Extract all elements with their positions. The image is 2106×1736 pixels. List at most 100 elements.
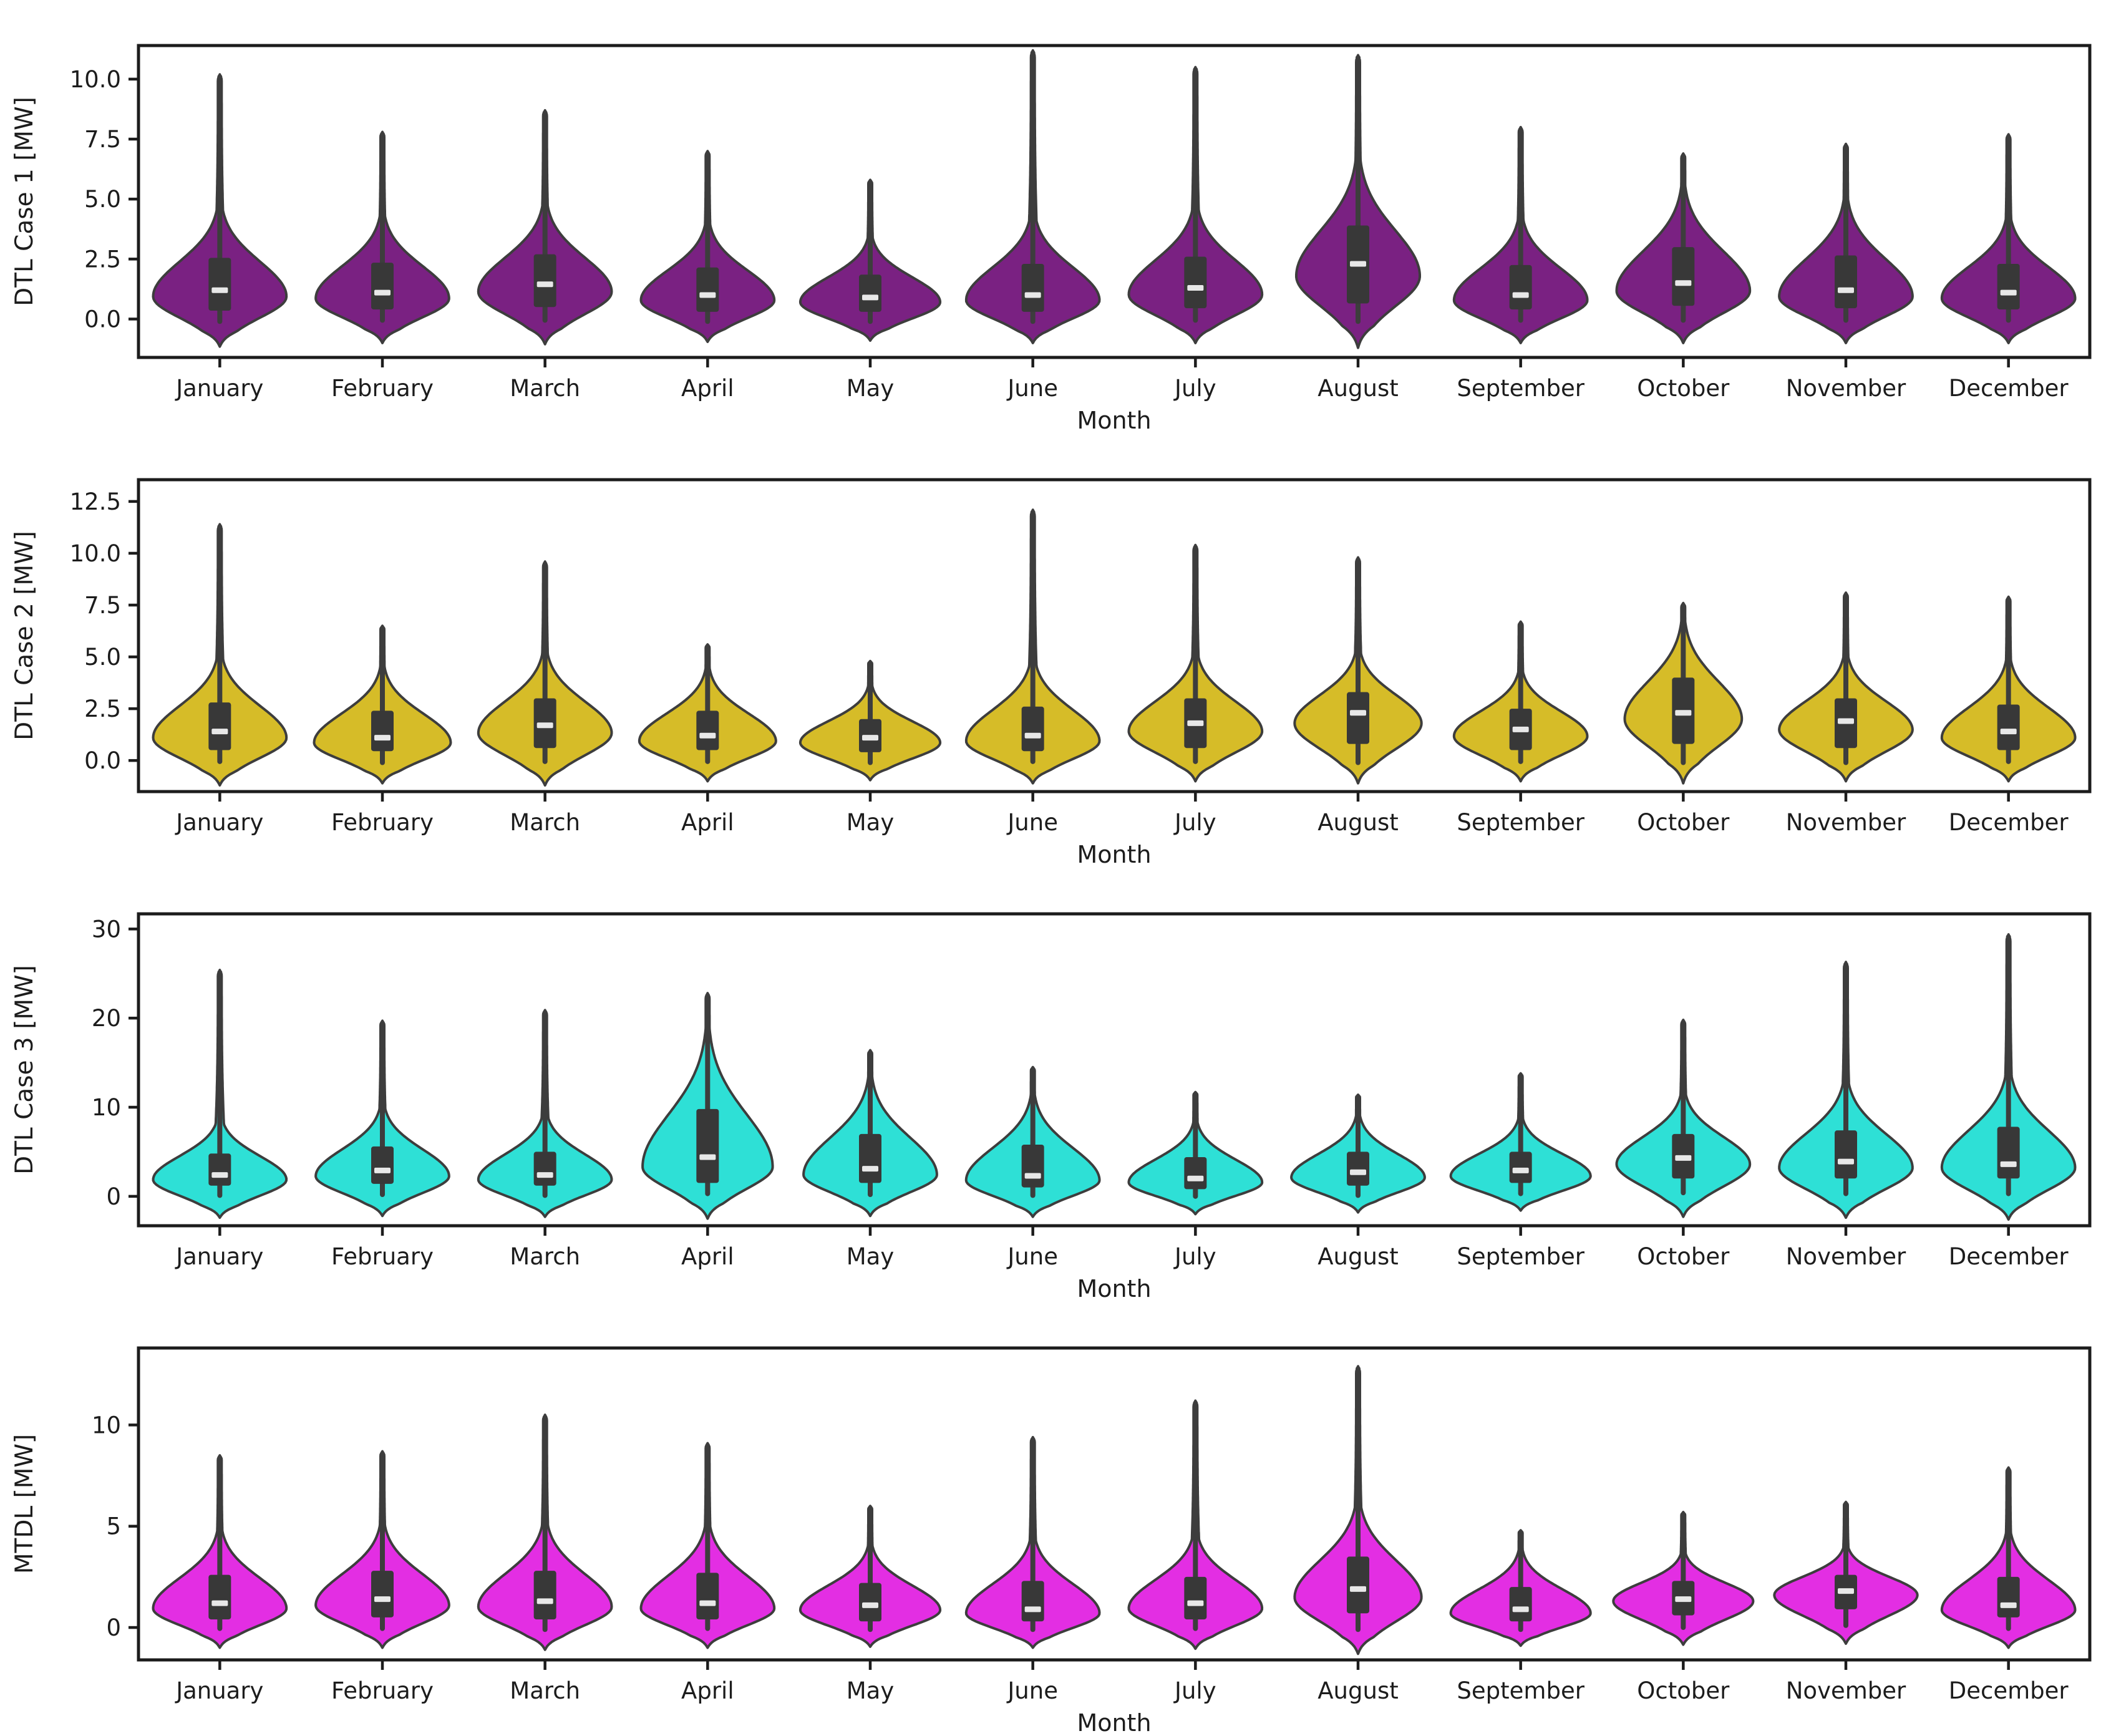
x-tick-label-december: December bbox=[1949, 1243, 2069, 1270]
iqr-box bbox=[208, 1153, 231, 1186]
y-axis-label-dtl-case-2-mw-: DTL Case 2 [MW] bbox=[11, 531, 39, 740]
x-tick-label-february: February bbox=[331, 375, 434, 402]
iqr-box bbox=[696, 710, 719, 750]
x-tick-label-november: November bbox=[1786, 1677, 1906, 1704]
violin-july bbox=[1127, 1399, 1264, 1651]
violin-september bbox=[1452, 125, 1589, 344]
iqr-box bbox=[1509, 1152, 1532, 1183]
median-mark bbox=[2000, 1602, 2017, 1608]
y-axis-label-dtl-case-3-mw-: DTL Case 3 [MW] bbox=[11, 965, 39, 1175]
median-mark bbox=[374, 289, 391, 296]
median-mark bbox=[211, 287, 228, 293]
median-mark bbox=[1512, 726, 1529, 732]
median-mark bbox=[862, 294, 878, 301]
plot-border bbox=[137, 912, 2092, 1228]
panel-dtl-case-2-mw-: 0.0 2.5 5.0 7.5 10.0 12.5 DTL Case 2 [MW] Janua… bbox=[11, 478, 2092, 868]
plot-border bbox=[137, 1346, 2092, 1662]
median-mark bbox=[1838, 287, 1854, 293]
median-mark bbox=[1838, 1588, 1854, 1594]
x-tick-label-october: October bbox=[1637, 1677, 1730, 1704]
x-tick-label-april: April bbox=[681, 1677, 734, 1704]
violin-december bbox=[1940, 1466, 2077, 1649]
x-tick-label-september: September bbox=[1457, 375, 1584, 402]
iqr-box bbox=[208, 258, 231, 311]
median-mark bbox=[1838, 1158, 1854, 1165]
x-tick-label-december: December bbox=[1949, 809, 2069, 836]
median-mark bbox=[1350, 261, 1366, 267]
violin-march bbox=[477, 1414, 613, 1651]
iqr-box bbox=[1997, 704, 2020, 750]
violin-september bbox=[1449, 1072, 1592, 1212]
median-mark bbox=[2000, 289, 2017, 296]
violin-september bbox=[1452, 620, 1589, 783]
y-tick-label: 30 bbox=[92, 916, 121, 943]
iqr-box bbox=[696, 267, 719, 312]
y-tick-label: 0.0 bbox=[84, 306, 121, 332]
panel-dtl-case-1-mw-: 0.0 2.5 5.0 7.5 10.0 DTL Case 1 [MW] January Fe… bbox=[11, 44, 2092, 434]
x-tick-label-october: October bbox=[1637, 375, 1730, 402]
median-mark bbox=[1187, 284, 1204, 291]
iqr-box bbox=[208, 702, 231, 750]
x-tick-label-november: November bbox=[1786, 375, 1906, 402]
violin-december bbox=[1940, 133, 2077, 344]
median-mark bbox=[1350, 710, 1366, 716]
median-mark bbox=[1187, 1600, 1204, 1606]
y-axis-label-dtl-case-1-mw-: DTL Case 1 [MW] bbox=[11, 97, 39, 306]
median-mark bbox=[1350, 1169, 1366, 1175]
median-mark bbox=[1512, 292, 1529, 298]
y-axis-label-mtdl-mw-: MTDL [MW] bbox=[11, 1434, 39, 1574]
x-tick-label-december: December bbox=[1949, 375, 2069, 402]
x-axis-title: Month bbox=[1077, 407, 1151, 434]
plot-border bbox=[137, 44, 2092, 359]
x-tick-label-january: January bbox=[175, 1677, 263, 1704]
violin-march bbox=[477, 560, 613, 787]
median-mark bbox=[536, 281, 553, 288]
x-tick-label-march: March bbox=[510, 1677, 580, 1704]
median-mark bbox=[374, 1596, 391, 1603]
y-tick-label: 5.0 bbox=[84, 186, 121, 213]
violin-may bbox=[798, 659, 942, 782]
violin-october bbox=[1623, 601, 1744, 785]
x-tick-label-august: August bbox=[1317, 809, 1398, 836]
y-tick-label: 0.0 bbox=[84, 747, 121, 774]
y-tick-label: 20 bbox=[92, 1005, 121, 1032]
iqr-box bbox=[1997, 264, 2020, 310]
iqr-box bbox=[371, 1571, 394, 1617]
x-tick-label-may: May bbox=[847, 809, 895, 836]
iqr-box bbox=[208, 1574, 231, 1620]
median-mark bbox=[1512, 1606, 1529, 1612]
violin-april bbox=[639, 150, 776, 343]
iqr-box bbox=[859, 274, 881, 312]
y-tick-label: 0 bbox=[106, 1614, 121, 1641]
x-tick-label-february: February bbox=[331, 809, 434, 836]
iqr-box bbox=[859, 1583, 881, 1622]
median-mark bbox=[1675, 1155, 1692, 1161]
x-tick-label-may: May bbox=[847, 1677, 895, 1704]
x-tick-label-july: July bbox=[1173, 1677, 1216, 1704]
x-tick-label-december: December bbox=[1949, 1677, 2069, 1704]
violin-may bbox=[802, 1049, 938, 1218]
panel-dtl-case-3-mw-: 0 10 20 30 DTL Case 3 [MW] January February Mar… bbox=[11, 912, 2092, 1302]
x-tick-label-october: October bbox=[1637, 809, 1730, 836]
x-tick-label-june: June bbox=[1006, 375, 1058, 402]
median-mark bbox=[1187, 720, 1204, 726]
iqr-box bbox=[1509, 1587, 1532, 1622]
x-tick-label-january: January bbox=[175, 375, 263, 402]
median-mark bbox=[862, 735, 878, 741]
violin-november bbox=[1778, 961, 1914, 1220]
median-mark bbox=[1024, 732, 1041, 739]
x-tick-label-april: April bbox=[681, 375, 734, 402]
x-axis-title: Month bbox=[1077, 1275, 1151, 1302]
median-mark bbox=[862, 1602, 878, 1608]
median-mark bbox=[1024, 1173, 1041, 1179]
iqr-box bbox=[371, 1146, 394, 1184]
violin-february bbox=[314, 130, 450, 344]
iqr-box bbox=[696, 1573, 719, 1620]
violin-september bbox=[1449, 1529, 1592, 1647]
iqr-box bbox=[696, 1108, 719, 1183]
y-tick-label: 0 bbox=[106, 1183, 121, 1210]
x-tick-label-september: September bbox=[1457, 1243, 1584, 1270]
x-tick-label-september: September bbox=[1457, 1677, 1584, 1704]
median-mark bbox=[862, 1166, 878, 1172]
